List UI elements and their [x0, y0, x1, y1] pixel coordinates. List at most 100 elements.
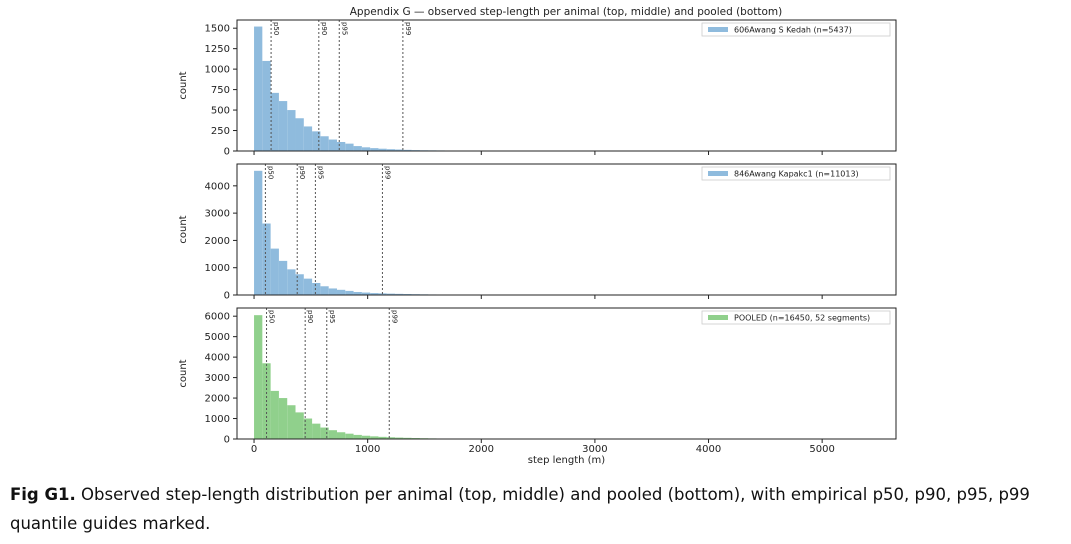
y-axis-label: count	[178, 215, 189, 243]
figure-title: Appendix G — observed step-length per an…	[350, 6, 783, 18]
histogram-bar	[303, 126, 313, 151]
legend-swatch	[708, 171, 728, 176]
histogram-bar	[312, 131, 321, 151]
histogram-bar	[303, 278, 313, 296]
quantile-label-p90: p90	[320, 22, 328, 35]
histogram-bar	[336, 289, 346, 295]
histogram-bar	[278, 260, 288, 295]
histogram-bar	[361, 292, 371, 295]
x-tick-label: 1000	[355, 444, 380, 455]
histogram-bar	[287, 269, 296, 295]
histogram-bar	[262, 60, 271, 151]
histogram-bar	[403, 437, 412, 439]
histogram-bar	[278, 398, 288, 439]
figure: Appendix G — observed step-length per an…	[178, 6, 897, 466]
y-axis-label: count	[178, 359, 189, 387]
histogram-bar	[320, 286, 329, 295]
x-tick-label: 3000	[582, 444, 607, 455]
caption-label: Fig G1.	[10, 485, 76, 504]
axes-frame	[236, 307, 897, 440]
histogram-bar	[370, 293, 379, 295]
legend-box	[701, 310, 891, 325]
y-tick-label: 1000	[205, 263, 230, 274]
y-tick-label: 0	[224, 291, 230, 302]
histogram-bar	[328, 139, 337, 151]
histogram-bar	[270, 92, 279, 151]
axes-frame	[236, 163, 897, 296]
histogram-bar	[295, 274, 304, 295]
y-tick-label: 1250	[205, 44, 230, 55]
histogram-bar	[395, 149, 404, 151]
histogram-bar	[320, 136, 329, 151]
histogram-bar	[361, 435, 371, 439]
histogram-bar	[287, 110, 296, 151]
y-tick-label: 3000	[205, 209, 230, 220]
y-tick-label: 4000	[205, 353, 230, 364]
x-tick-label: 5000	[809, 444, 834, 455]
histogram-bar	[370, 148, 379, 151]
y-tick-label: 5000	[205, 332, 230, 343]
histogram-bar	[353, 292, 362, 295]
subplot-2: p50 p90 p95 p99 0 1000 2000 3000 4000 count 846Awa…	[178, 163, 897, 302]
legend-label: 606Awang S Kedah (n=5437)	[734, 26, 852, 35]
histogram-bar	[254, 26, 263, 151]
histogram-bar	[345, 143, 354, 151]
quantile-label-p99: p99	[383, 166, 391, 179]
histogram-bar	[386, 293, 396, 295]
histogram-bar	[312, 423, 321, 439]
histogram-bar	[320, 427, 329, 439]
x-tick-label: 0	[251, 444, 257, 455]
caption-text: Observed step-length distribution per an…	[10, 485, 1030, 533]
histogram-bar	[370, 436, 379, 439]
histogram-bar	[395, 437, 404, 439]
subplot-3: p50 p90 p95 p99 0 1000 2000 3000 4000 5000 6000 0 10…	[178, 307, 897, 466]
histogram-bar	[270, 248, 279, 295]
quantile-label-p95: p95	[316, 166, 324, 179]
legend-box	[701, 166, 891, 181]
legend-swatch	[708, 27, 728, 32]
quantile-label-p99: p99	[390, 310, 398, 323]
quantile-label-p50: p50	[268, 310, 276, 323]
histogram-bar	[270, 390, 279, 439]
y-tick-label: 0	[224, 435, 230, 446]
histogram-bar	[353, 434, 362, 439]
figure-caption: Fig G1. Observed step-length distributio…	[10, 480, 1065, 538]
subplot-1: p50 p90 p95 p99 0 250 500 750 1000 1250 1500 count 6…	[178, 19, 897, 158]
histogram-bar	[278, 101, 288, 151]
x-tick-label: 4000	[696, 444, 721, 455]
quantile-label-p50: p50	[272, 22, 280, 35]
legend-label: POOLED (n=16450, 52 segments)	[734, 314, 870, 323]
y-axis-label: count	[178, 71, 189, 99]
histogram-bar	[287, 405, 296, 439]
histogram-bar	[378, 293, 387, 295]
quantile-label-p99: p99	[404, 22, 412, 35]
histogram-bar	[345, 433, 354, 439]
histogram-bar	[403, 149, 412, 151]
y-tick-label: 4000	[205, 181, 230, 192]
histogram-bar	[378, 148, 387, 151]
histogram-bar	[295, 118, 304, 151]
histogram-bar	[312, 282, 321, 295]
histogram-bar	[353, 146, 362, 151]
y-tick-label: 1000	[205, 65, 230, 76]
histogram-bar	[386, 437, 396, 439]
y-tick-label: 3000	[205, 373, 230, 384]
y-tick-label: 750	[211, 85, 230, 96]
histogram-bar	[345, 290, 354, 295]
legend-swatch	[708, 315, 728, 320]
histogram-bar	[328, 288, 337, 295]
histogram-bar	[254, 170, 263, 295]
quantile-label-p95: p95	[340, 22, 348, 35]
quantile-label-p95: p95	[328, 310, 336, 323]
x-axis-label: step length (m)	[528, 455, 606, 466]
axes-frame	[236, 19, 897, 152]
histogram-bar	[303, 418, 313, 439]
y-tick-label: 2000	[205, 394, 230, 405]
histogram-bar	[328, 430, 337, 439]
histogram-bar	[386, 149, 396, 151]
y-tick-label: 6000	[205, 312, 230, 323]
histogram-bar	[378, 436, 387, 439]
legend-label: 846Awang Kapakc1 (n=11013)	[734, 170, 859, 179]
histogram-bar	[395, 293, 404, 295]
y-tick-label: 1000	[205, 414, 230, 425]
